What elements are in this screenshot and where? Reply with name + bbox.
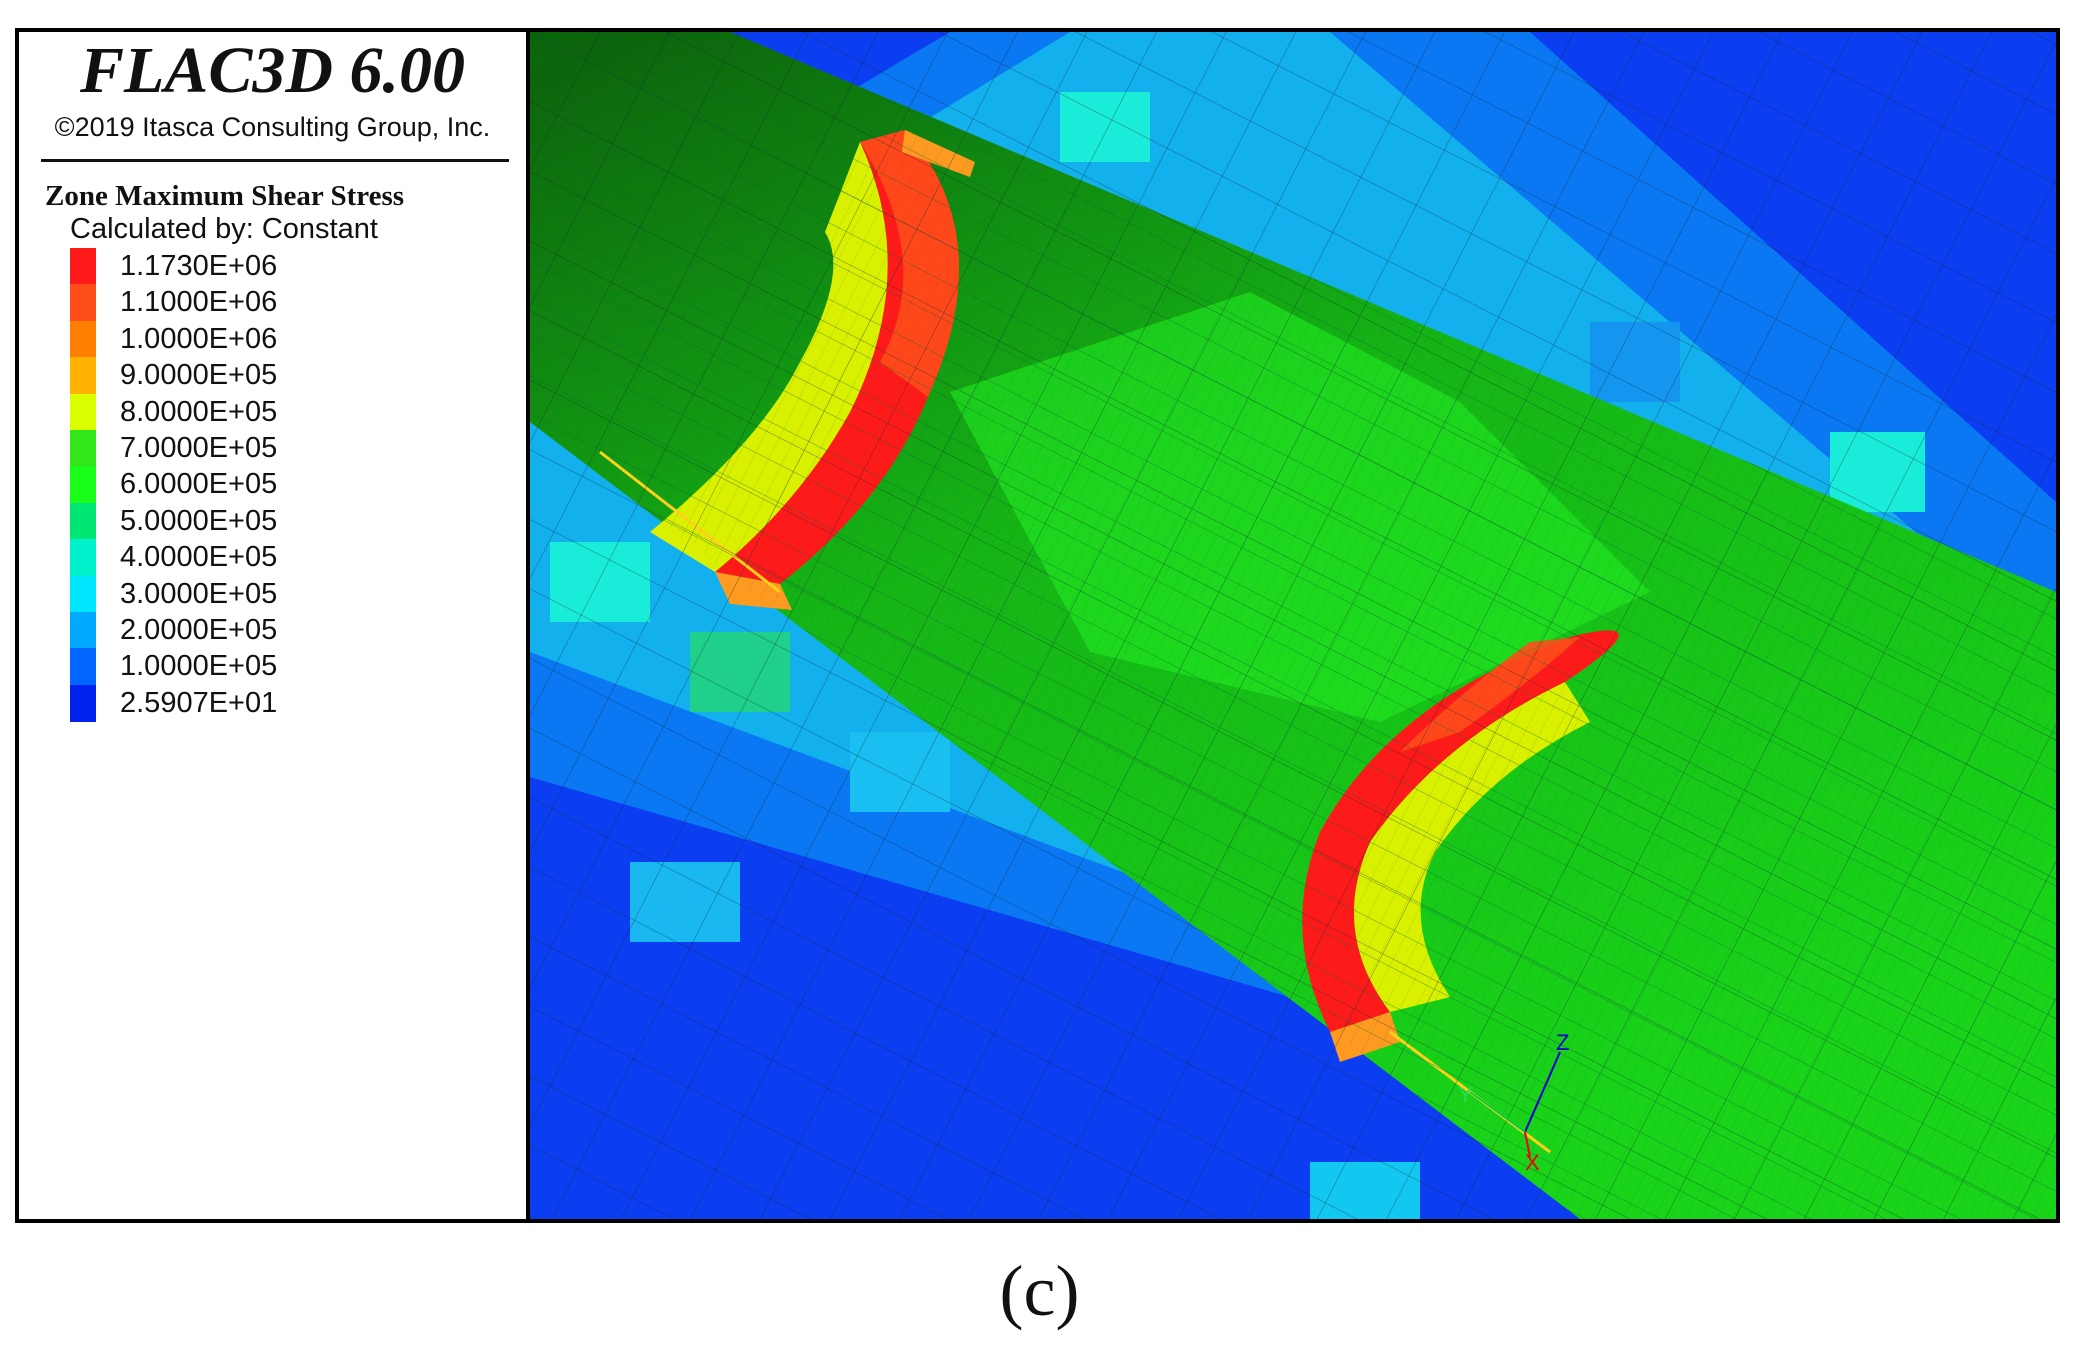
legend-value: 6.0000E+05 bbox=[120, 468, 278, 501]
plot-frame: FLAC3D 6.00 ©2019 Itasca Consulting Grou… bbox=[15, 28, 2060, 1223]
legend-value: 1.1730E+06 bbox=[120, 250, 278, 282]
legend-swatch bbox=[70, 648, 96, 686]
legend-title: Zone Maximum Shear Stress bbox=[45, 180, 405, 212]
axis-z-label: Z bbox=[1556, 1030, 1569, 1055]
legend-value: 2.5907E+01 bbox=[120, 686, 278, 719]
legend-swatch bbox=[70, 284, 96, 322]
legend-swatch bbox=[70, 684, 96, 722]
legend-value: 8.0000E+05 bbox=[120, 395, 278, 428]
legend-value: 1.0000E+05 bbox=[120, 650, 278, 683]
copyright-text: ©2019 Itasca Consulting Group, Inc. bbox=[54, 112, 491, 142]
legend-swatch bbox=[70, 393, 96, 431]
legend-subtitle: Calculated by: Constant bbox=[70, 213, 378, 245]
model-view[interactable]: Z Y X bbox=[530, 32, 2056, 1219]
legend-swatch bbox=[70, 575, 96, 613]
legend-swatch bbox=[70, 357, 96, 395]
legend-value: 1.1000E+06 bbox=[120, 286, 278, 319]
stress-contour-render: Z Y X bbox=[530, 32, 2056, 1219]
legend-swatch bbox=[70, 611, 96, 649]
legend-value: 3.0000E+05 bbox=[120, 577, 278, 610]
axis-x-label: X bbox=[1525, 1150, 1540, 1175]
legend-divider bbox=[41, 159, 509, 162]
legend-value: 5.0000E+05 bbox=[120, 504, 278, 537]
legend-value: 1.0000E+06 bbox=[120, 322, 278, 355]
figure-caption: (c) bbox=[999, 1251, 1080, 1331]
legend-value: 7.0000E+05 bbox=[120, 431, 278, 464]
lining-mesh bbox=[530, 32, 2056, 1219]
legend-swatch bbox=[70, 320, 96, 358]
legend-swatch bbox=[70, 248, 96, 285]
legend-value: 2.0000E+05 bbox=[120, 613, 278, 646]
app-title: FLAC3D 6.00 bbox=[79, 34, 466, 107]
axis-y-label: Y bbox=[1458, 1082, 1473, 1107]
legend-value: 9.0000E+05 bbox=[120, 359, 278, 392]
axis-triad: Z Y X bbox=[1458, 1030, 1569, 1175]
legend-swatch bbox=[70, 429, 96, 467]
legend-value: 4.0000E+05 bbox=[120, 541, 278, 574]
legend-swatch bbox=[70, 466, 96, 504]
legend-swatch bbox=[70, 539, 96, 577]
legend-panel: FLAC3D 6.00 ©2019 Itasca Consulting Grou… bbox=[19, 32, 530, 1219]
legend-swatch bbox=[70, 502, 96, 540]
